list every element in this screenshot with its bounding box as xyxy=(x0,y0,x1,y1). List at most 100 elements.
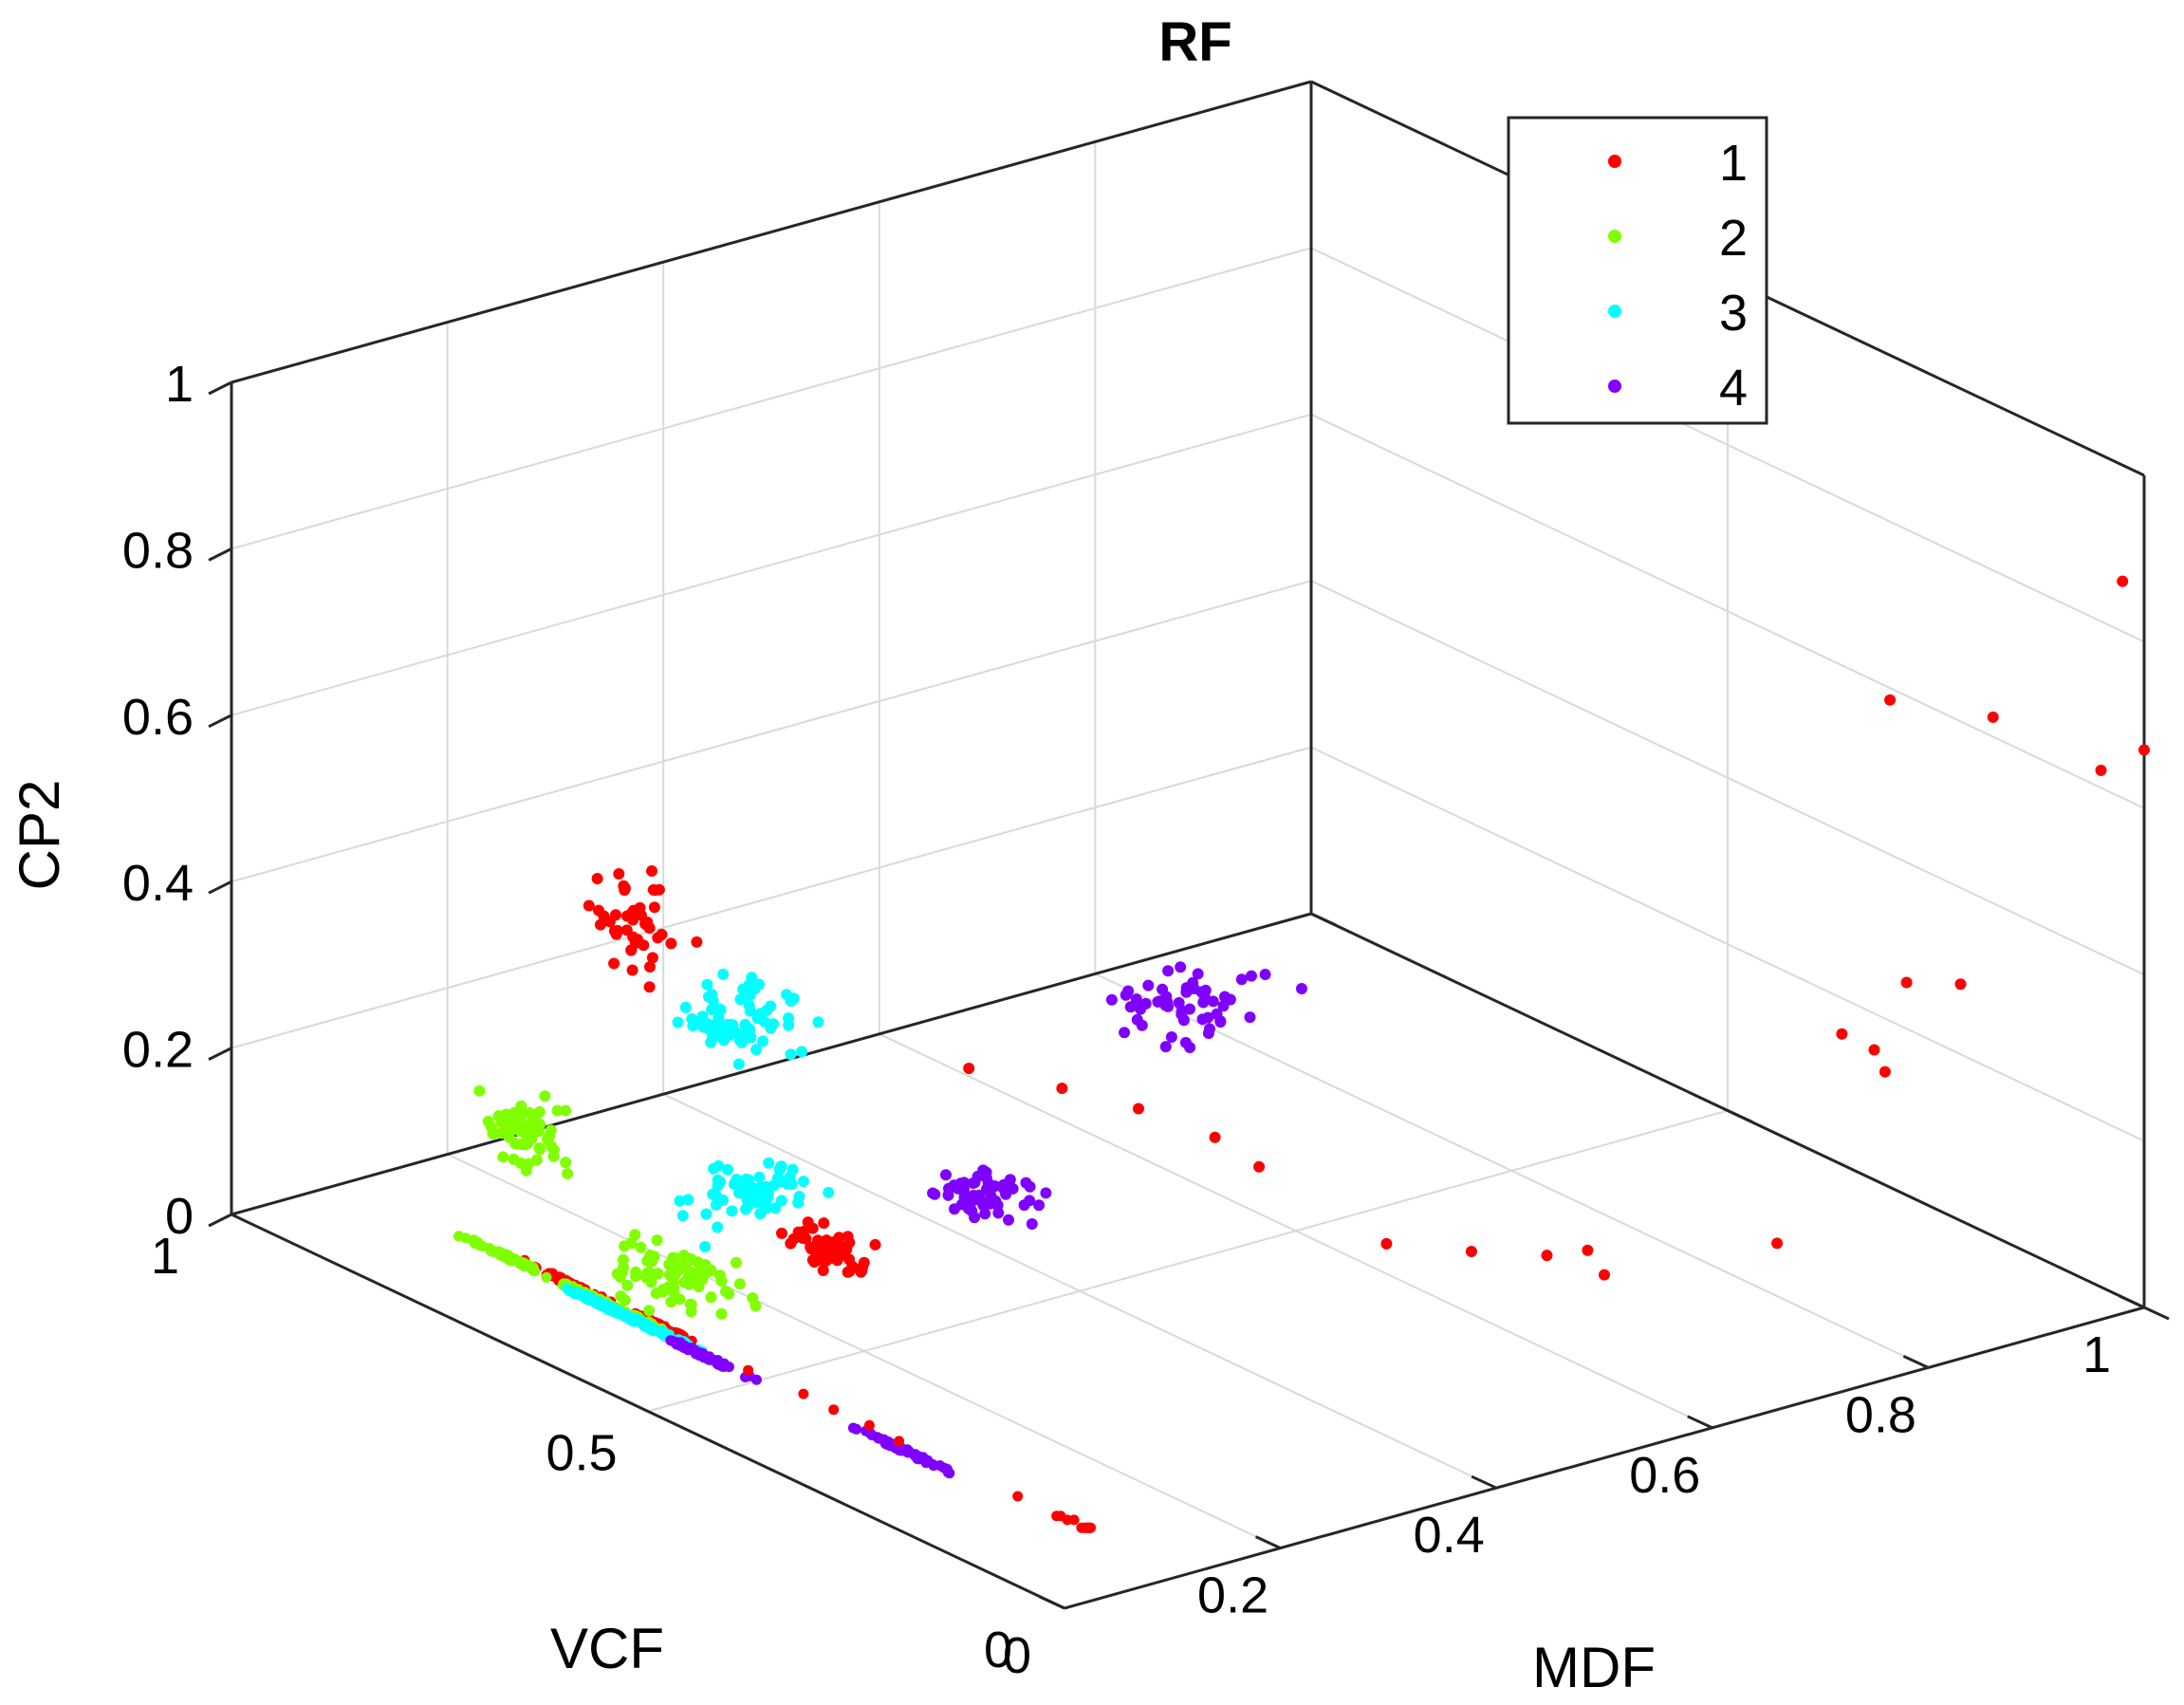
z-axis-label: CP2 xyxy=(8,780,71,891)
projection-point-series-1 xyxy=(1012,1491,1024,1502)
data-point-series-1 xyxy=(691,936,703,948)
data-point-series-4 xyxy=(1026,1218,1038,1230)
x-tick-mark xyxy=(2119,1294,2145,1309)
data-point-series-1 xyxy=(1541,1250,1553,1262)
x-tick-label: 0 xyxy=(1003,1627,1031,1684)
data-point-series-1 xyxy=(644,961,656,973)
z-tick-mark xyxy=(208,547,232,562)
chart-title: RF xyxy=(1158,11,1231,73)
data-point-series-1 xyxy=(593,904,604,917)
data-point-series-1 xyxy=(1987,711,1999,723)
grid-back-z xyxy=(231,580,1312,883)
data-point-series-1 xyxy=(649,884,661,897)
data-point-series-2 xyxy=(635,1241,647,1253)
data-point-series-2 xyxy=(497,1151,509,1163)
y-tick-mark xyxy=(1727,1109,1753,1123)
grid-side-z xyxy=(1310,580,2145,976)
projection-point-series-1 xyxy=(863,1419,875,1431)
z-tick-label: 1 xyxy=(165,356,194,413)
x-tick-mark xyxy=(1902,1355,1930,1369)
data-point-series-2 xyxy=(534,1143,546,1156)
data-point-series-1 xyxy=(1771,1237,1784,1250)
data-point-series-1 xyxy=(1836,1028,1848,1040)
data-point-series-4 xyxy=(1040,1187,1052,1199)
data-point-series-4 xyxy=(969,1177,981,1189)
data-point-series-2 xyxy=(629,1229,641,1241)
data-point-series-2 xyxy=(733,1278,746,1290)
data-point-series-4 xyxy=(1296,983,1307,994)
y-tick-mark xyxy=(2143,1306,2170,1321)
legend-label-2: 2 xyxy=(1719,210,1748,267)
data-point-series-4 xyxy=(1142,979,1155,991)
data-point-series-1 xyxy=(652,932,664,944)
data-point-series-1 xyxy=(1900,976,1913,989)
x-tick-label: 0.4 xyxy=(1414,1507,1485,1564)
data-point-series-4 xyxy=(982,1177,994,1190)
x-axis-label: MDF xyxy=(1532,1636,1656,1699)
projection-point-series-2 xyxy=(541,1271,552,1283)
data-point-series-1 xyxy=(594,918,606,931)
data-point-series-2 xyxy=(619,1240,631,1252)
data-point-series-2 xyxy=(551,1104,564,1117)
data-point-series-1 xyxy=(2138,744,2150,756)
data-point-series-2 xyxy=(503,1131,515,1143)
data-point-series-1 xyxy=(1209,1131,1221,1143)
data-point-series-2 xyxy=(747,1292,759,1304)
data-point-series-3 xyxy=(765,1000,777,1012)
data-point-series-2 xyxy=(682,1271,694,1284)
data-point-series-3 xyxy=(767,1018,779,1030)
data-point-series-4 xyxy=(1235,973,1248,986)
projection-point-series-3 xyxy=(574,1289,584,1301)
data-point-series-2 xyxy=(699,1259,712,1270)
data-point-series-2 xyxy=(715,1307,728,1320)
y-tick-label: 0 xyxy=(984,1622,1012,1678)
grid-lines xyxy=(231,81,2145,1609)
data-point-series-4 xyxy=(992,1207,1005,1219)
data-point-series-2 xyxy=(648,1251,660,1263)
data-point-series-3 xyxy=(823,1186,835,1198)
z-tick-mark xyxy=(208,380,232,396)
data-point-series-1 xyxy=(808,1256,821,1268)
projection-point-series-3 xyxy=(601,1303,612,1314)
data-point-series-4 xyxy=(1202,1028,1214,1039)
data-point-series-1 xyxy=(829,1246,842,1258)
legend[interactable]: 1 2 3 4 xyxy=(1507,116,1768,425)
data-point-series-3 xyxy=(705,1036,717,1048)
data-point-series-4 xyxy=(1160,991,1173,1003)
projection-point-series-2 xyxy=(527,1262,539,1273)
data-point-series-4 xyxy=(1159,1041,1172,1053)
data-point-series-4 xyxy=(1246,970,1257,982)
data-point-series-1 xyxy=(1380,1237,1393,1250)
data-point-series-2 xyxy=(533,1105,546,1118)
data-point-series-4 xyxy=(1105,993,1118,1006)
data-point-series-4 xyxy=(1131,1013,1143,1026)
x-tick-mark xyxy=(1254,1535,1282,1549)
data-point-series-3 xyxy=(796,1046,808,1058)
legend-marker-1 xyxy=(1608,155,1621,168)
legend-marker-3 xyxy=(1608,305,1621,318)
data-point-series-4 xyxy=(973,1189,986,1201)
data-point-series-2 xyxy=(668,1287,680,1299)
projection-point-series-2 xyxy=(460,1232,472,1244)
data-point-series-3 xyxy=(734,1034,746,1047)
data-point-series-1 xyxy=(608,925,620,937)
data-point-series-1 xyxy=(817,1265,829,1276)
data-point-series-1 xyxy=(626,964,639,976)
data-point-series-2 xyxy=(519,1128,531,1140)
data-point-series-2 xyxy=(730,1256,742,1269)
data-point-series-2 xyxy=(650,1288,662,1299)
data-point-series-1 xyxy=(798,1225,810,1237)
data-point-series-4 xyxy=(998,1182,1010,1195)
data-point-series-3 xyxy=(777,1176,788,1188)
data-point-series-3 xyxy=(740,1173,752,1185)
data-point-series-1 xyxy=(627,914,639,926)
data-point-series-3 xyxy=(679,1001,692,1013)
data-point-series-2 xyxy=(503,1115,515,1127)
x-tick-label: 0.2 xyxy=(1197,1567,1268,1624)
data-point-series-3 xyxy=(785,1048,797,1061)
data-point-series-3 xyxy=(741,1189,753,1201)
data-point-series-2 xyxy=(473,1084,486,1097)
data-point-series-1 xyxy=(608,957,620,970)
data-point-series-2 xyxy=(643,1305,656,1317)
data-point-series-2 xyxy=(617,1253,629,1266)
